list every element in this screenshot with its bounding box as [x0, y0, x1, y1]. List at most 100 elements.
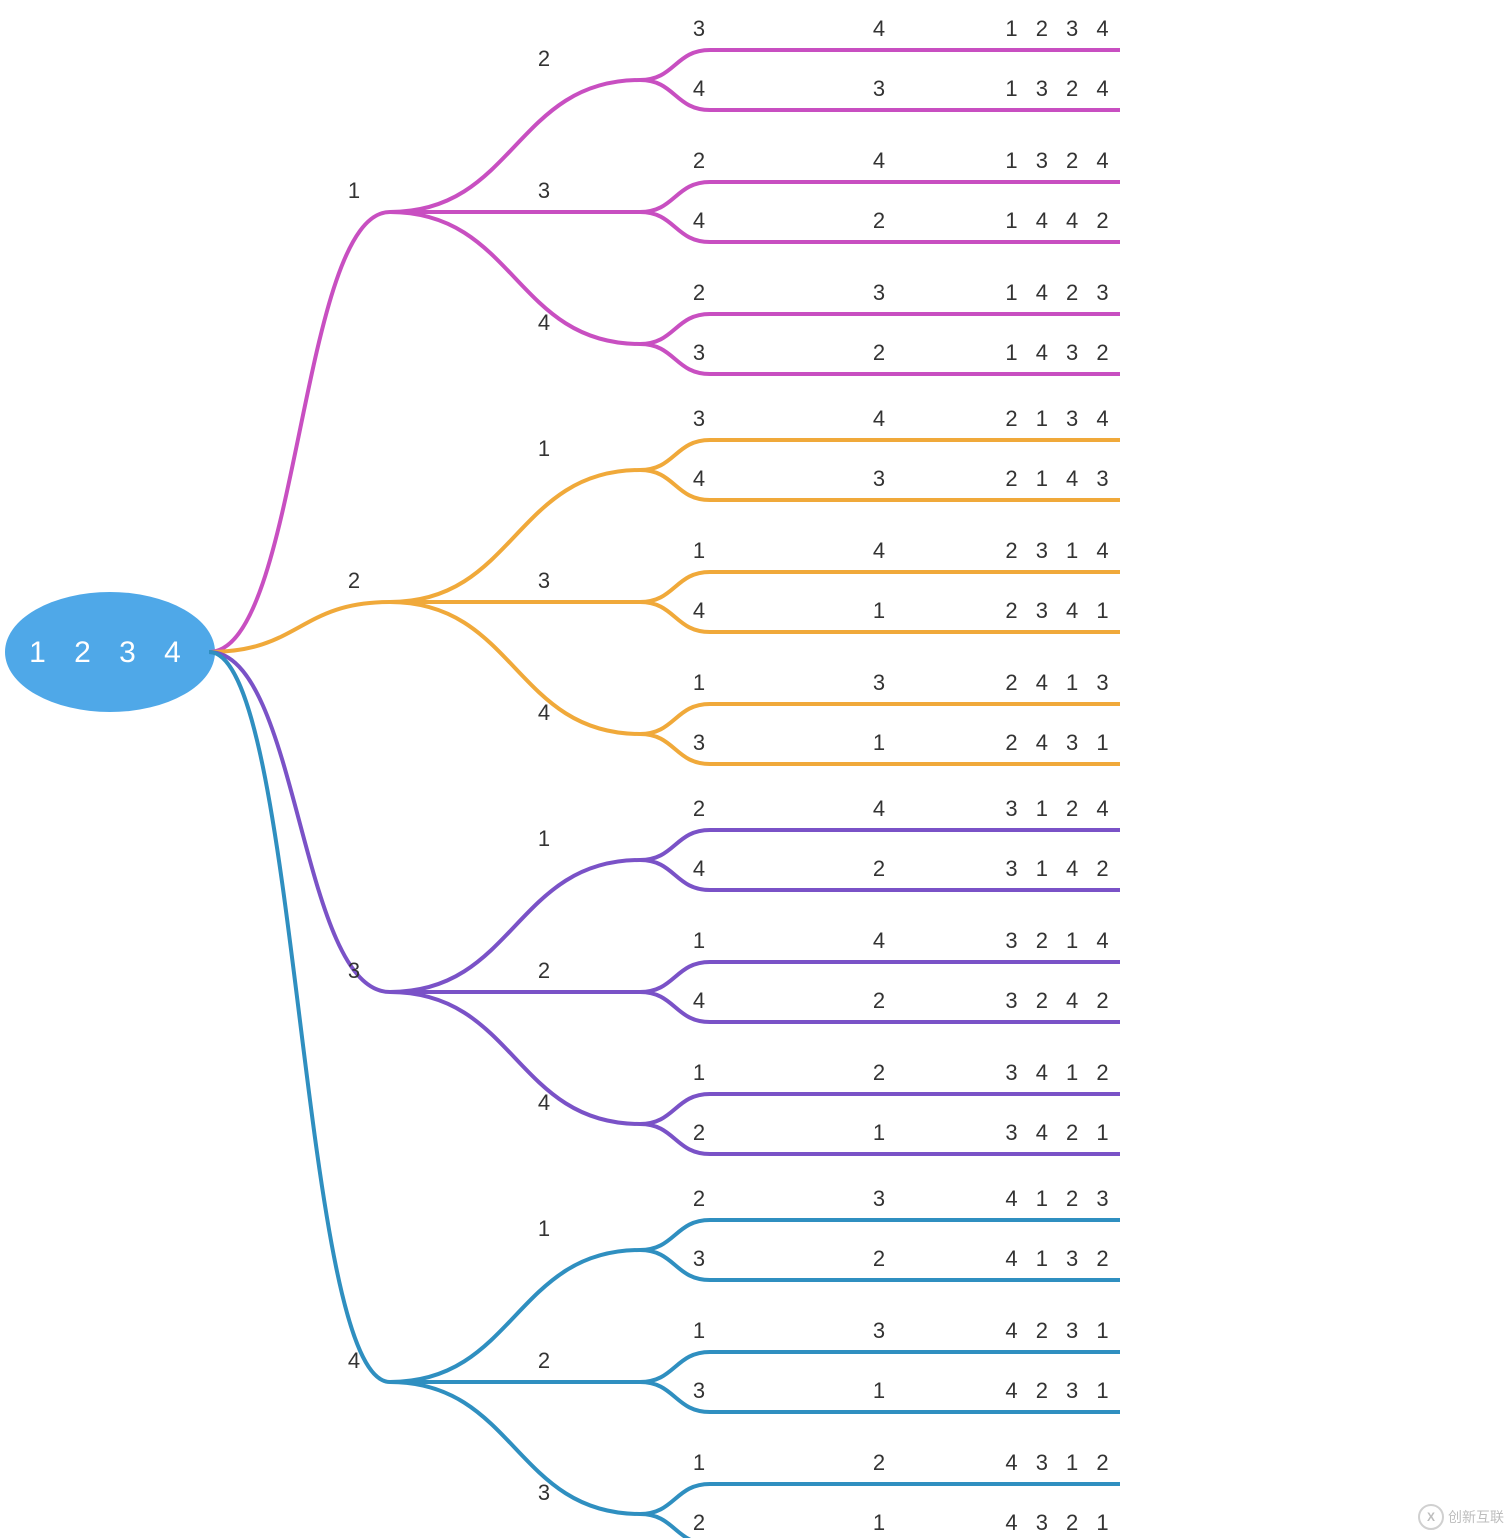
branch-edge	[209, 652, 390, 1382]
branch-edge	[390, 860, 640, 992]
result-label: 1 4 4 2	[1005, 208, 1114, 233]
result-label: 4 3 1 2	[1005, 1450, 1114, 1475]
level4-label: 3	[873, 1186, 887, 1211]
level4-label: 2	[873, 988, 887, 1013]
level3-label: 3	[693, 16, 707, 41]
result-label: 1 3 2 4	[1005, 76, 1114, 101]
level3-label: 3	[693, 340, 707, 365]
level4-label: 3	[873, 1318, 887, 1343]
level3-label: 3	[693, 406, 707, 431]
branch-edge	[390, 992, 640, 1124]
result-label: 3 4 2 1	[1005, 1120, 1114, 1145]
level4-label: 4	[873, 406, 887, 431]
level3-label: 1	[693, 1450, 707, 1475]
level4-label: 3	[873, 466, 887, 491]
level4-label: 2	[873, 1450, 887, 1475]
level3-label: 4	[693, 988, 707, 1013]
level4-label: 3	[873, 670, 887, 695]
level4-label: 4	[873, 148, 887, 173]
branch-edge	[390, 470, 640, 602]
branch-edge	[390, 80, 640, 212]
level4-label: 2	[873, 856, 887, 881]
branch-edge	[209, 652, 390, 992]
level3-label: 1	[693, 1318, 707, 1343]
level3-label: 1	[693, 928, 707, 953]
level4-label: 1	[873, 598, 887, 623]
branch-edge	[390, 1250, 640, 1382]
level4-label: 1	[873, 1120, 887, 1145]
result-label: 2 1 3 4	[1005, 406, 1114, 431]
level3-label: 1	[693, 670, 707, 695]
watermark: X 创新互联	[1418, 1504, 1504, 1530]
branch-edge	[209, 602, 390, 652]
level3-label: 3	[693, 1378, 707, 1403]
result-label: 3 2 1 4	[1005, 928, 1114, 953]
result-label: 4 3 2 1	[1005, 1510, 1114, 1535]
level2-label: 1	[538, 826, 552, 851]
level4-label: 1	[873, 1378, 887, 1403]
level3-label: 2	[693, 1120, 707, 1145]
result-label: 2 3 1 4	[1005, 538, 1114, 563]
level4-label: 4	[873, 538, 887, 563]
result-label: 1 3 2 4	[1005, 148, 1114, 173]
result-label: 3 2 4 2	[1005, 988, 1114, 1013]
level2-label: 1	[538, 1216, 552, 1241]
level4-label: 2	[873, 1060, 887, 1085]
result-label: 4 2 3 1	[1005, 1318, 1114, 1343]
level3-label: 3	[693, 730, 707, 755]
level3-label: 2	[693, 1510, 707, 1535]
level4-label: 1	[873, 730, 887, 755]
branch-edge	[390, 602, 640, 734]
branch-edge	[390, 212, 640, 344]
result-label: 4 2 3 1	[1005, 1378, 1114, 1403]
level2-label: 4	[538, 700, 552, 725]
level3-label: 2	[693, 796, 707, 821]
result-label: 2 4 1 3	[1005, 670, 1114, 695]
level3-label: 2	[693, 148, 707, 173]
level2-label: 3	[538, 568, 552, 593]
level2-label: 4	[538, 1090, 552, 1115]
result-label: 1 4 2 3	[1005, 280, 1114, 305]
level2-label: 3	[538, 178, 552, 203]
level3-label: 2	[693, 280, 707, 305]
permutation-tree-diagram: 1 2 3 4 1 2 3 4 1 2 3 4 4 3 1 3 2 4 3 2 4 1 3 2 4 4 2 1…	[0, 0, 1512, 1538]
level4-label: 4	[873, 928, 887, 953]
level4-label: 3	[873, 76, 887, 101]
level3-label: 2	[693, 1186, 707, 1211]
level4-label: 2	[873, 1246, 887, 1271]
level4-label: 4	[873, 16, 887, 41]
level2-label: 2	[538, 1348, 552, 1373]
level4-label: 4	[873, 796, 887, 821]
level1-label: 3	[348, 958, 362, 983]
watermark-logo-icon: X	[1418, 1504, 1444, 1530]
branch-edge	[390, 1382, 640, 1514]
result-label: 2 4 3 1	[1005, 730, 1114, 755]
result-label: 1 4 3 2	[1005, 340, 1114, 365]
level3-label: 4	[693, 598, 707, 623]
level3-label: 4	[693, 208, 707, 233]
level3-label: 1	[693, 1060, 707, 1085]
result-label: 4 1 3 2	[1005, 1246, 1114, 1271]
level4-label: 1	[873, 1510, 887, 1535]
level1-label: 1	[348, 178, 362, 203]
level3-label: 4	[693, 856, 707, 881]
root-label: 1 2 3 4	[29, 636, 191, 669]
result-label: 3 4 1 2	[1005, 1060, 1114, 1085]
level2-label: 1	[538, 436, 552, 461]
watermark-text: 创新互联	[1448, 1507, 1504, 1527]
result-label: 4 1 2 3	[1005, 1186, 1114, 1211]
level1-label: 2	[348, 568, 362, 593]
level3-label: 4	[693, 76, 707, 101]
level2-label: 3	[538, 1480, 552, 1505]
result-label: 2 3 4 1	[1005, 598, 1114, 623]
level1-label: 4	[348, 1348, 362, 1373]
result-label: 1 2 3 4	[1005, 16, 1114, 41]
level4-label: 2	[873, 208, 887, 233]
level3-label: 3	[693, 1246, 707, 1271]
branch-edge	[209, 212, 390, 652]
level3-label: 1	[693, 538, 707, 563]
level2-label: 4	[538, 310, 552, 335]
level3-label: 4	[693, 466, 707, 491]
level4-label: 3	[873, 280, 887, 305]
level4-label: 2	[873, 340, 887, 365]
